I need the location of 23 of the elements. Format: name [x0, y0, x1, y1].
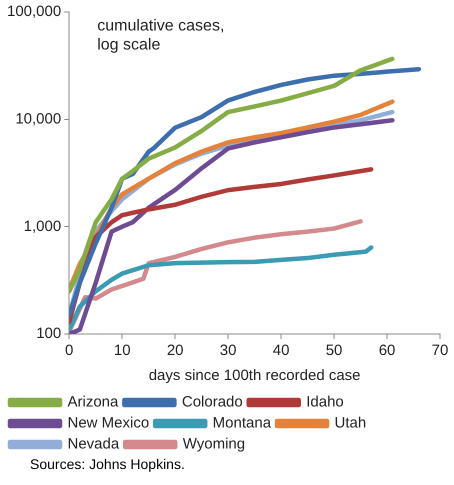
x-tick-label: 30 [220, 342, 236, 360]
x-tick-label: 70 [432, 342, 448, 360]
legend-label: Nevada [68, 436, 120, 453]
y-tick-label: 1,000 [24, 218, 62, 235]
source-note: Sources: Johns Hopkins. [30, 456, 186, 472]
x-axis-title: days since 100th recorded case [148, 367, 361, 384]
x-tick-label: 60 [378, 342, 396, 360]
x-tick-label: 0 [65, 342, 74, 360]
legend-label: Colorado [182, 394, 243, 411]
legend-label: Idaho [306, 394, 344, 411]
legend-label: New Mexico [68, 414, 150, 432]
legend-label: Arizona [68, 394, 120, 411]
x-tick-label: 50 [326, 342, 342, 360]
x-tick-label: 20 [166, 342, 184, 360]
legend-label: Montana [212, 414, 272, 432]
legend-label: Utah [334, 414, 366, 432]
text: cumulative cases, log scale [97, 17, 224, 54]
y-tick-label: 100 [36, 325, 62, 342]
y-tick-label: 10,000 [15, 110, 62, 128]
x-tick-label: 10 [114, 342, 131, 360]
y-tick-label: 100,000 [6, 3, 62, 20]
x-tick-label: 40 [272, 342, 290, 360]
legend-label: Wyoming [182, 436, 246, 453]
